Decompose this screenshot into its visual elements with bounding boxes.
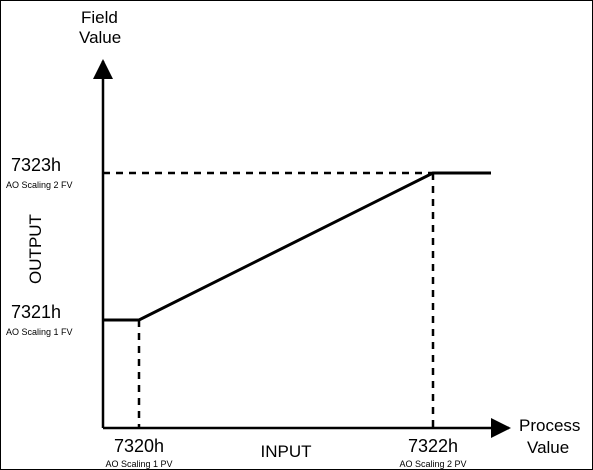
x-tick-low-code: 7320h	[114, 436, 164, 456]
y-tick-high-code: 7323h	[11, 155, 61, 175]
x-tick-low-sub: AO Scaling 1 PV	[105, 459, 172, 469]
x-axis-title-line2: Value	[527, 438, 569, 457]
y-axis-title-line2: Value	[79, 28, 121, 47]
y-tick-low-code: 7321h	[11, 302, 61, 322]
x-tick-high-sub: AO Scaling 2 PV	[399, 459, 466, 469]
output-curve	[103, 171, 491, 322]
input-label: INPUT	[261, 442, 312, 461]
x-axis-title-line1: Process	[519, 416, 580, 435]
y-axis-title-line1: Field	[81, 8, 118, 27]
x-tick-high-code: 7322h	[408, 436, 458, 456]
y-tick-high-sub: AO Scaling 2 FV	[6, 180, 73, 190]
output-label: OUTPUT	[26, 214, 45, 284]
y-tick-low-sub: AO Scaling 1 FV	[6, 327, 73, 337]
